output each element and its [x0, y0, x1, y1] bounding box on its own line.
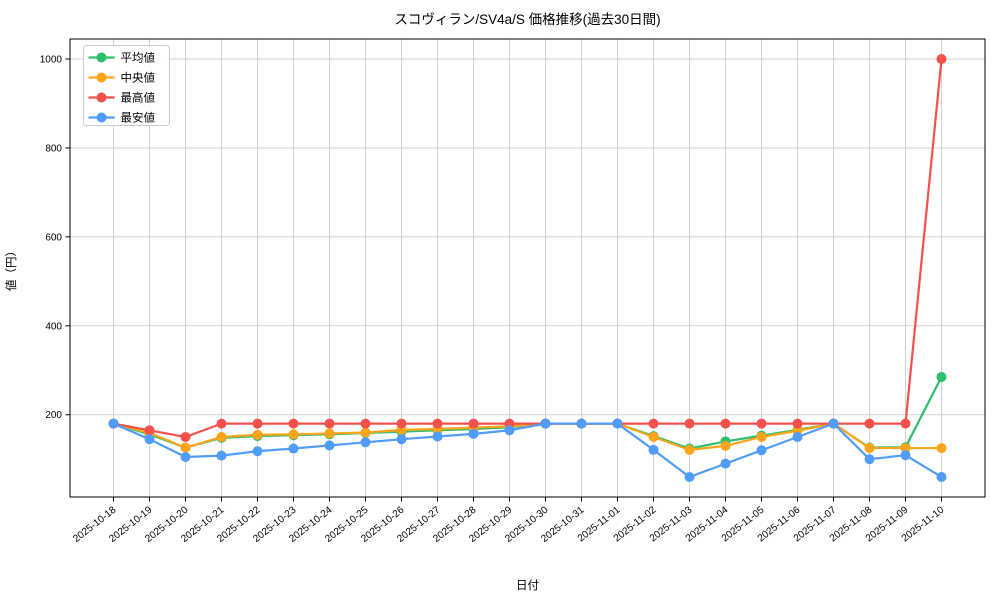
data-point-min — [252, 446, 263, 457]
data-point-min — [756, 445, 767, 456]
data-point-median — [648, 431, 659, 442]
data-point-median — [864, 443, 875, 454]
data-point-max — [936, 54, 947, 65]
series-line-average — [113, 376, 943, 450]
legend-swatch-dot-max — [96, 92, 107, 103]
legend-label-min: 最安値 — [121, 111, 156, 125]
data-point-median — [252, 429, 263, 440]
legend-label-median: 中央値 — [121, 72, 156, 85]
y-tick-label: 800 — [45, 143, 62, 154]
data-point-min — [720, 458, 731, 469]
legend-box — [83, 45, 170, 126]
data-point-max — [360, 418, 371, 429]
data-point-median — [756, 431, 767, 442]
data-point-min — [864, 454, 875, 465]
data-point-median — [288, 429, 299, 440]
legend-swatch-dot-min — [96, 112, 107, 123]
data-point-max — [144, 425, 155, 436]
data-point-min — [396, 434, 407, 445]
data-point-median — [684, 444, 695, 455]
data-point-max — [684, 418, 695, 429]
data-point-average — [936, 371, 947, 382]
legend-label-average: 平均値 — [121, 52, 156, 65]
data-point-median — [180, 442, 191, 453]
data-point-min — [540, 418, 551, 429]
series-line-max — [113, 58, 943, 439]
data-point-min — [648, 444, 659, 455]
y-tick-label: 400 — [45, 321, 62, 332]
data-point-max — [252, 418, 263, 429]
data-point-max — [792, 418, 803, 429]
data-point-max — [396, 418, 407, 429]
y-tick-label: 1000 — [40, 55, 63, 66]
data-point-max — [288, 418, 299, 429]
data-point-max — [864, 418, 875, 429]
data-point-min — [576, 418, 587, 429]
data-point-max — [324, 418, 335, 429]
data-point-min — [828, 418, 839, 429]
legend-swatch-dot-average — [96, 52, 107, 63]
y-tick-label: 200 — [45, 410, 62, 421]
data-point-median — [324, 428, 335, 439]
data-point-max — [216, 418, 227, 429]
legend-swatch-dot-median — [96, 72, 107, 83]
data-point-max — [432, 418, 443, 429]
data-point-max — [648, 418, 659, 429]
data-point-min — [792, 431, 803, 442]
data-point-max — [180, 431, 191, 442]
data-point-min — [288, 443, 299, 454]
plot-border — [69, 38, 986, 498]
y-tick-label: 600 — [45, 232, 62, 243]
data-point-min — [432, 431, 443, 442]
data-point-max — [468, 418, 479, 429]
data-point-median — [936, 443, 947, 454]
x-axis-label: 日付 — [516, 579, 539, 592]
chart-title: スコヴィラン/SV4a/S 価格推移(過去30日間) — [394, 11, 660, 27]
legend-label-max: 最高値 — [121, 91, 156, 105]
data-point-median — [216, 431, 227, 442]
series-line-min — [113, 422, 943, 479]
data-point-min — [900, 450, 911, 461]
data-point-max — [900, 418, 911, 429]
data-point-median — [720, 440, 731, 451]
series-line-median — [113, 422, 942, 451]
data-point-min — [612, 418, 623, 429]
data-point-min — [504, 425, 515, 436]
data-point-median — [900, 443, 911, 454]
data-point-min — [324, 440, 335, 451]
data-point-max — [720, 418, 731, 429]
data-point-min — [108, 418, 119, 429]
data-point-min — [684, 471, 695, 482]
data-point-min — [360, 437, 371, 448]
data-point-min — [180, 451, 191, 462]
data-point-min — [216, 450, 227, 461]
data-point-max — [756, 418, 767, 429]
y-axis-label: 値（円） — [5, 245, 18, 291]
data-point-min — [936, 471, 947, 482]
data-point-min — [144, 434, 155, 445]
data-point-median — [360, 427, 371, 438]
data-point-min — [468, 428, 479, 439]
